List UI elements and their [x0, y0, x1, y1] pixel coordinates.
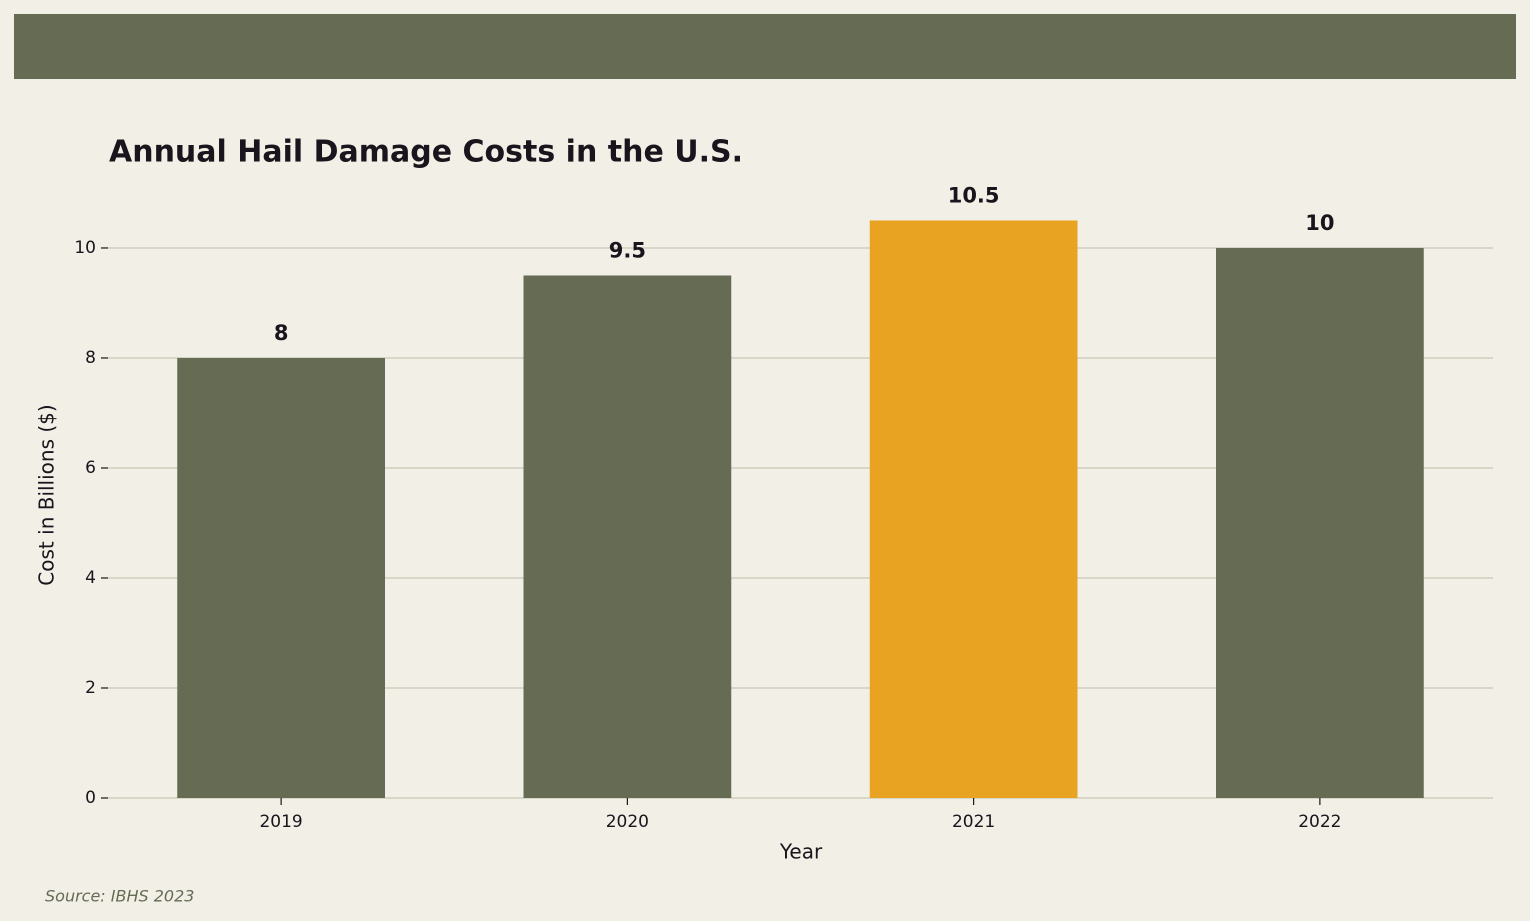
source-note: Source: IBHS 2023: [45, 887, 194, 906]
x-axis-label: Year: [779, 840, 823, 864]
value-label: 9.5: [609, 238, 646, 262]
y-tick-label: 2: [85, 678, 96, 698]
x-tick-label: 2019: [259, 812, 302, 832]
x-tick-label: 2020: [606, 812, 649, 832]
value-label: 8: [274, 321, 289, 345]
x-tick-label: 2022: [1298, 812, 1341, 832]
bar: [523, 275, 732, 798]
value-label: 10: [1305, 211, 1334, 235]
chart-title: Annual Hail Damage Costs in the U.S.: [109, 135, 743, 170]
x-tick-label: 2021: [952, 812, 995, 832]
bar: [177, 357, 385, 798]
header-band: [14, 14, 1516, 79]
y-tick-label: 6: [85, 458, 96, 478]
bar: [1216, 247, 1424, 799]
y-tick-label: 10: [74, 238, 96, 258]
y-tick-label: 0: [85, 788, 96, 808]
value-label: 10.5: [948, 183, 1000, 207]
y-tick-label: 4: [85, 568, 96, 588]
y-axis-label: Cost in Billions ($): [35, 404, 59, 585]
y-tick-label: 8: [85, 348, 96, 368]
bar: [869, 220, 1078, 798]
